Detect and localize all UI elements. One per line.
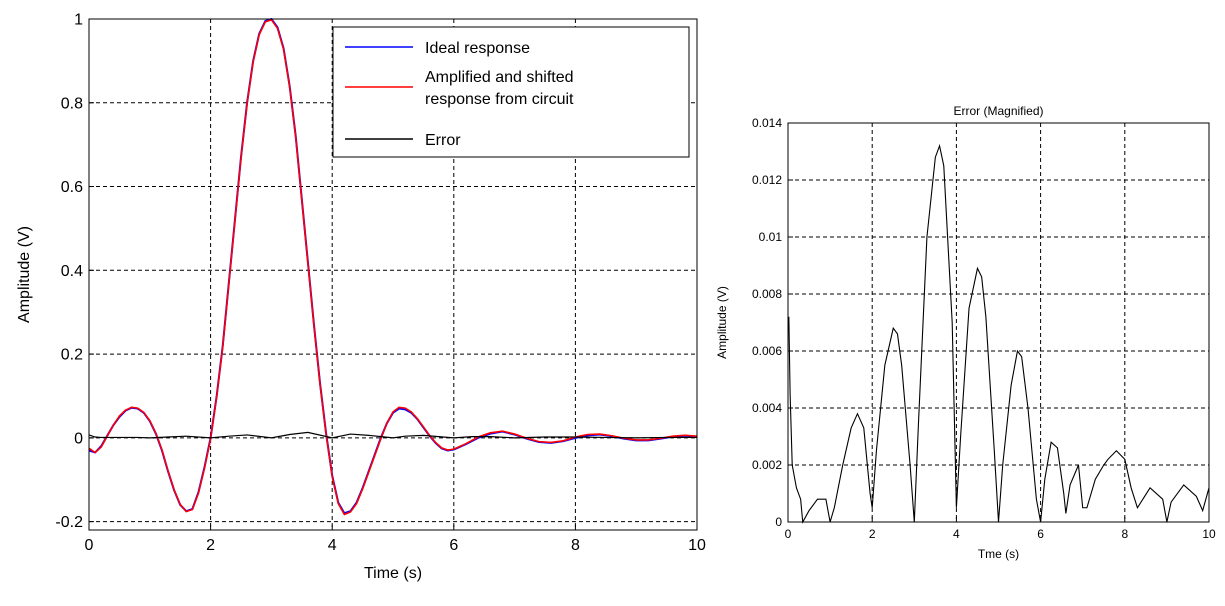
left-series-lines	[88, 17, 698, 516]
right-chart-title: Error (Magnified)	[953, 104, 1043, 118]
left-legend: Ideal response Amplified and shifted respo…	[332, 26, 690, 158]
legend-label-0: Ideal response	[425, 40, 530, 57]
right-series-lines	[787, 143, 1210, 524]
right-y-tick-label-3: 0.006	[752, 344, 782, 358]
right-y-tick-label-4: 0.008	[752, 287, 782, 301]
left-x-tick-label-3: 6	[449, 537, 458, 554]
right-y-tick-label-5: 0.01	[759, 230, 783, 244]
right-y-tick-label-2: 0.004	[752, 401, 782, 415]
left-y-tick-label-0: -0.2	[55, 514, 83, 531]
right-gridlines	[787, 122, 1210, 523]
right-x-tick-label-3: 6	[1037, 527, 1044, 541]
right-x-tick-label-1: 2	[869, 527, 876, 541]
left-y-tick-label-6: 1	[74, 12, 83, 29]
right-plot-frame	[787, 122, 1210, 523]
right-y-tick-label-7: 0.014	[752, 116, 782, 130]
right-y-tick-label-6: 0.012	[752, 173, 782, 187]
left-series-line-2	[88, 431, 697, 439]
right-x-tick-label-5: 10	[1202, 527, 1216, 541]
right-x-tick-label-4: 8	[1121, 527, 1128, 541]
left-series-line-1	[88, 18, 698, 516]
right-chart: Error (Magnified) 0 2 4 6 8 10 0 0.002 0.004 0.00…	[715, 104, 1216, 561]
left-y-axis-label: Amplitude (V)	[16, 226, 33, 323]
left-chart: 0 2 4 6 8 10-0.200.20.40.60.81 Time (s) Ampli…	[16, 12, 706, 582]
left-tick-labels: 0 2 4 6 8 10-0.200.20.40.60.81	[55, 12, 706, 554]
right-series-line-0	[787, 143, 1210, 524]
left-y-tick-label-2: 0.2	[61, 347, 83, 364]
left-x-tick-label-0: 0	[85, 537, 94, 554]
left-x-tick-label-1: 2	[206, 537, 215, 554]
right-x-tick-label-0: 0	[785, 527, 792, 541]
left-x-tick-label-5: 10	[688, 537, 706, 554]
right-tick-labels: 0 2 4 6 8 10 0 0.002 0.004 0.006 0.008 0.01 0.012 0.0…	[752, 116, 1216, 541]
left-x-tick-label-2: 4	[328, 537, 337, 554]
right-y-axis-label: Amplitude (V)	[715, 286, 729, 359]
left-plot-frame	[88, 18, 698, 531]
right-y-tick-label-1: 0.002	[752, 458, 782, 472]
right-x-axis-label: Tme (s)	[978, 547, 1019, 561]
legend-label-1: Amplified and shifted response from circu…	[425, 69, 574, 108]
left-y-tick-label-3: 0.4	[61, 263, 83, 280]
left-y-tick-label-5: 0.8	[61, 95, 83, 112]
right-x-tick-label-2: 4	[953, 527, 960, 541]
left-x-axis-label: Time (s)	[364, 565, 422, 582]
legend-label-2: Error	[425, 132, 461, 149]
right-y-tick-label-0: 0	[775, 515, 782, 529]
left-y-tick-label-4: 0.6	[61, 179, 83, 196]
left-x-tick-label-4: 8	[571, 537, 580, 554]
legend-box	[332, 26, 690, 158]
left-y-tick-label-1: 0	[74, 430, 83, 447]
